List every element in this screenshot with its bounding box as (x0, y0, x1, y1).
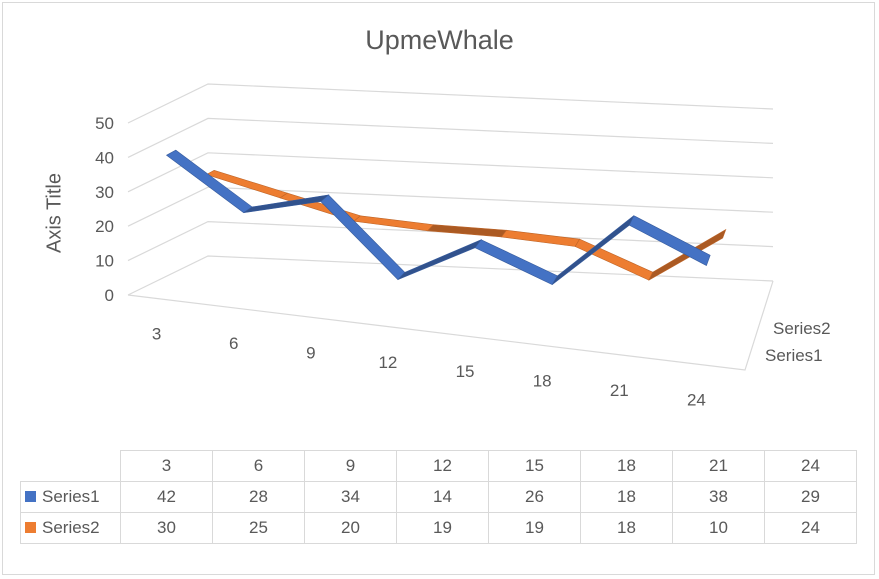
y-tick-label: 20 (95, 217, 114, 236)
data-table-series-label: Series2 (20, 512, 121, 544)
series-segment (474, 239, 558, 286)
data-table-cell: 20 (304, 512, 397, 544)
gridline (127, 255, 774, 296)
data-table-row-series1: Series1 42 28 34 14 26 18 38 29 (20, 481, 857, 513)
data-table-cell: 28 (212, 481, 305, 513)
data-table-header: 18 (580, 450, 673, 482)
y-tick-label: 0 (105, 286, 114, 305)
x-tick-label: 24 (687, 390, 706, 409)
gridline (127, 83, 774, 124)
data-table-header: 6 (212, 450, 305, 482)
data-table-series-label: Series1 (20, 481, 121, 513)
x-tick-label: 18 (533, 372, 552, 391)
data-table-cell: 42 (120, 481, 213, 513)
x-tick-label: 3 (152, 325, 161, 344)
data-table-cell: 26 (488, 481, 581, 513)
series-segment (628, 215, 711, 266)
gridline (127, 186, 774, 227)
gridline (127, 152, 774, 193)
data-table-header: 12 (396, 450, 489, 482)
y-tick-label: 50 (95, 114, 114, 133)
data-table-cell: 30 (120, 512, 213, 544)
gridlines (127, 83, 774, 371)
chart-title: UpmeWhale (365, 25, 514, 55)
x-tick-label: 6 (229, 334, 238, 353)
data-table-cell: 38 (672, 481, 765, 513)
x-tick-label: 15 (456, 362, 475, 381)
y-tick-label: 40 (95, 148, 114, 167)
data-table-header: 15 (488, 450, 581, 482)
series2-name: Series2 (42, 518, 100, 537)
data-table-cell: 14 (396, 481, 489, 513)
gridline (127, 117, 774, 158)
series1-ribbon (166, 149, 711, 286)
x-tick-label: 21 (610, 381, 629, 400)
data-table-cell: 34 (304, 481, 397, 513)
data-table-header: 3 (120, 450, 213, 482)
depth-label: Series2 (773, 319, 831, 338)
y-tick-label: 30 (95, 183, 114, 202)
series-segment (427, 224, 508, 238)
data-table-cell: 10 (672, 512, 765, 544)
data-table-cell: 18 (580, 481, 673, 513)
y-tick-label: 10 (95, 252, 114, 271)
data-table-row-series2: Series2 30 25 20 19 19 18 10 24 (20, 512, 857, 544)
data-table-header: 9 (304, 450, 397, 482)
data-table-cell: 24 (764, 512, 857, 544)
data-table-cell: 19 (396, 512, 489, 544)
data-table-corner (20, 450, 121, 482)
data-table-header: 21 (672, 450, 765, 482)
series-segment (320, 194, 406, 281)
data-table-cell: 29 (764, 481, 857, 513)
data-table-cell: 19 (488, 512, 581, 544)
floor-edge (127, 280, 774, 371)
series-segment (397, 238, 483, 280)
data-table: 3 6 9 12 15 18 21 24 Series1 42 28 34 14… (20, 450, 857, 544)
data-table-header-row: 3 6 9 12 15 18 21 24 (20, 450, 857, 482)
series1-name: Series1 (42, 487, 100, 506)
series-segment (500, 229, 581, 247)
x-tick-label: 12 (378, 353, 397, 372)
series2-swatch-icon (25, 522, 36, 533)
data-table-header: 24 (764, 450, 857, 482)
data-table-cell: 25 (212, 512, 305, 544)
data-table-cell: 18 (580, 512, 673, 544)
gridline (127, 220, 774, 262)
series1-swatch-icon (25, 491, 36, 502)
depth-label: Series1 (765, 346, 823, 365)
x-tick-label: 9 (306, 343, 315, 362)
